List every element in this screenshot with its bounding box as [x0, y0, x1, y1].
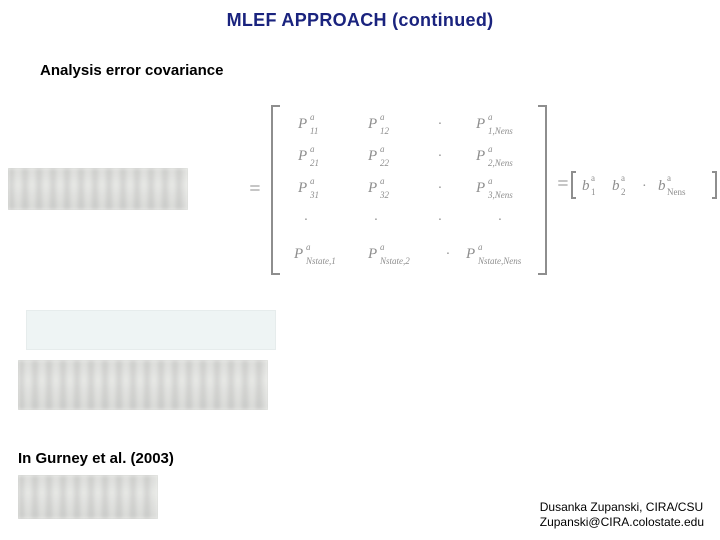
- svg-text:a: a: [478, 242, 483, 252]
- equation-image-gurney: [18, 475, 158, 519]
- svg-text:Nstate,1: Nstate,1: [305, 256, 336, 266]
- svg-text:P: P: [297, 148, 307, 164]
- svg-text:b: b: [612, 178, 620, 194]
- svg-text:21: 21: [310, 158, 319, 168]
- svg-text:a: a: [306, 242, 311, 252]
- svg-text:a: a: [488, 112, 493, 122]
- svg-text:·: ·: [374, 213, 378, 228]
- svg-text:1: 1: [591, 187, 596, 197]
- footer-author: Dusanka Zupanski, CIRA/CSU: [540, 500, 704, 515]
- svg-text:1,Nens: 1,Nens: [488, 126, 513, 136]
- svg-text:a: a: [310, 144, 315, 154]
- svg-text:P: P: [367, 246, 377, 262]
- svg-text:3,Nens: 3,Nens: [487, 190, 513, 200]
- svg-text:·: ·: [438, 149, 442, 164]
- svg-text:P: P: [367, 148, 377, 164]
- svg-text:Nstate,Nens: Nstate,Nens: [477, 256, 522, 266]
- svg-text:b: b: [582, 178, 590, 194]
- footer-email: Zupanski@CIRA.colostate.edu: [540, 515, 704, 530]
- slide-title: MLEF APPROACH (continued): [0, 10, 720, 31]
- heading-analysis-error-covariance: Analysis error covariance: [40, 62, 223, 79]
- svg-text:2: 2: [621, 187, 626, 197]
- svg-text:31: 31: [309, 190, 319, 200]
- svg-text:a: a: [380, 144, 385, 154]
- svg-text:Nens: Nens: [667, 187, 686, 197]
- svg-text:a: a: [667, 173, 671, 183]
- svg-text:P: P: [293, 246, 303, 262]
- svg-text:P: P: [475, 180, 485, 196]
- matrix-tail-vector: = b a 1 b a 2 · b a Nens: [556, 168, 718, 202]
- svg-text:·: ·: [438, 213, 442, 228]
- svg-text:·: ·: [304, 213, 308, 228]
- svg-text:P: P: [297, 180, 307, 196]
- equation-image-bi: [18, 360, 268, 410]
- svg-text:a: a: [621, 173, 625, 183]
- svg-text:Nstate,2: Nstate,2: [379, 256, 410, 266]
- svg-text:32: 32: [379, 190, 390, 200]
- svg-text:a: a: [488, 176, 493, 186]
- svg-text:11: 11: [310, 126, 318, 136]
- svg-text:P: P: [475, 116, 485, 132]
- svg-text:a: a: [380, 176, 385, 186]
- svg-text:P: P: [367, 180, 377, 196]
- svg-text:P: P: [475, 148, 485, 164]
- svg-text:P: P: [367, 116, 377, 132]
- svg-text:·: ·: [438, 181, 442, 196]
- svg-text:·: ·: [446, 247, 450, 262]
- slide-footer: Dusanka Zupanski, CIRA/CSU Zupanski@CIRA…: [540, 500, 704, 530]
- equation-image-blank: [26, 310, 276, 350]
- svg-text:a: a: [380, 242, 385, 252]
- svg-text:·: ·: [438, 117, 442, 132]
- svg-text:22: 22: [380, 158, 390, 168]
- covariance-matrix: Pa 11 Pa 12 · Pa 1,Nens Pa 21 Pa 22 · Pa 2,Nen…: [270, 100, 550, 280]
- svg-text:a: a: [310, 112, 315, 122]
- svg-text:·: ·: [498, 213, 502, 228]
- svg-text:a: a: [310, 176, 315, 186]
- svg-text:=: =: [556, 173, 570, 195]
- svg-text:P: P: [465, 246, 475, 262]
- equals-sign-before-matrix: =: [248, 178, 262, 201]
- svg-text:2,Nens: 2,Nens: [488, 158, 513, 168]
- svg-text:a: a: [488, 144, 493, 154]
- heading-gurney-reference: In Gurney et al. (2003): [18, 450, 174, 467]
- equation-image-Pa-half: [8, 168, 188, 210]
- svg-text:·: ·: [642, 179, 647, 194]
- svg-text:12: 12: [380, 126, 390, 136]
- svg-text:P: P: [297, 116, 307, 132]
- svg-text:b: b: [658, 178, 666, 194]
- svg-text:a: a: [380, 112, 385, 122]
- svg-text:a: a: [591, 173, 595, 183]
